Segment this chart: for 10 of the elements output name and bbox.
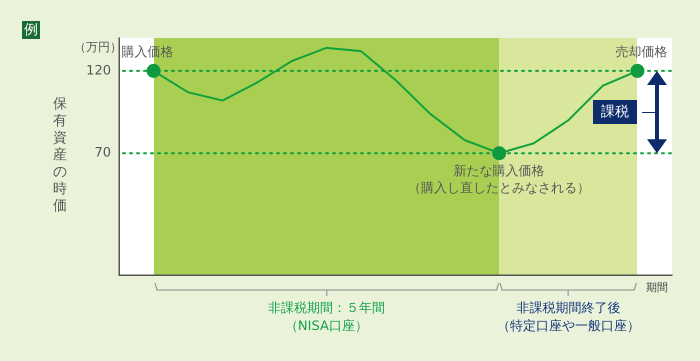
annotation: （万円）	[74, 39, 122, 54]
text: 例	[22, 21, 40, 39]
y-axis-title: 保有資産の時価	[53, 96, 67, 215]
y-tick-label: 70	[94, 146, 111, 161]
annotation: 課税	[593, 100, 637, 124]
annotation: 新たな購入価格（購入し直したとみなされる）	[408, 163, 590, 198]
text: 非課税期間終了後（特定口座や一般口座）	[496, 300, 640, 336]
y-tick-label: 120	[86, 63, 111, 78]
text: 非課税期間：５年間（NISA口座）	[268, 300, 385, 336]
x-axis-title: 期間	[646, 280, 668, 296]
